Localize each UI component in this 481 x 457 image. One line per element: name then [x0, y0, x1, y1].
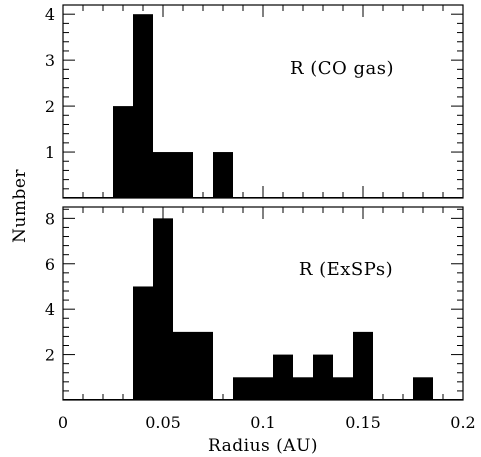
x-tick-label: 0.05 — [145, 413, 181, 432]
histogram-bar — [293, 377, 313, 400]
histogram-bar — [413, 377, 433, 400]
histogram-bar — [173, 152, 193, 198]
histogram-bar — [333, 377, 353, 400]
y-axis-label: Number — [10, 169, 30, 243]
y-tick-label: 2 — [45, 346, 55, 365]
histogram-bar — [153, 152, 173, 198]
histogram-bar — [173, 331, 193, 400]
x-tick-label: 0.15 — [345, 413, 381, 432]
histogram-bar — [153, 218, 173, 400]
y-tick-label: 1 — [45, 143, 55, 162]
panel-frame — [62, 206, 464, 401]
panel-annotation: R (CO gas) — [290, 58, 394, 79]
histogram-bar — [353, 331, 373, 400]
histogram-bar — [213, 152, 233, 198]
y-tick-label: 4 — [45, 5, 55, 24]
y-tick-label: 8 — [45, 209, 55, 228]
histogram-bar — [113, 106, 133, 198]
y-tick-label: 4 — [45, 300, 55, 319]
x-tick-label: 0.2 — [450, 413, 475, 432]
y-tick-label: 6 — [45, 255, 55, 274]
histogram-bar — [313, 354, 333, 400]
histogram-bar — [273, 354, 293, 400]
y-tick-label: 3 — [45, 51, 55, 70]
histogram-bar — [193, 331, 213, 400]
x-axis-label: Radius (AU) — [208, 436, 318, 456]
panel-annotation: R (ExSPs) — [299, 259, 393, 280]
y-tick-label: 2 — [45, 97, 55, 116]
x-tick-label: 0 — [58, 413, 68, 432]
x-tick-label: 0.1 — [250, 413, 275, 432]
histogram-bar — [133, 286, 153, 400]
histogram-bar — [133, 14, 153, 198]
histogram-bar — [233, 377, 253, 400]
